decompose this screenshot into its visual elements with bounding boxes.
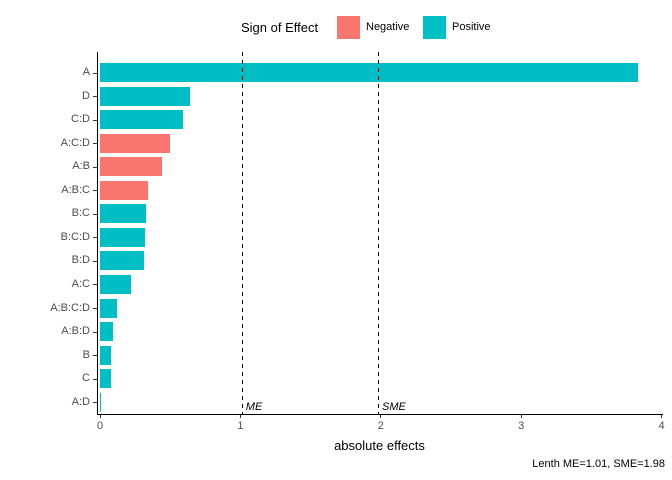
y-axis-label-C:D: C:D <box>71 113 90 126</box>
bar-B <box>100 345 112 365</box>
y-axis-label-A: A <box>82 66 90 78</box>
x-tick-0 <box>99 415 101 418</box>
legend-swatch-positive <box>423 16 446 39</box>
y-tick-A:C <box>93 284 97 286</box>
y-tick-A:B:C <box>93 190 97 192</box>
y-tick-A:C:D <box>93 143 97 145</box>
plot-panel <box>97 52 663 415</box>
reference-line-sme <box>377 52 379 414</box>
bar-C <box>100 369 112 389</box>
bar-A:D <box>100 392 102 412</box>
x-tick-label-0: 0 <box>96 420 104 432</box>
x-tick-3 <box>520 415 522 418</box>
y-axis-label-B:C: B:C <box>71 207 90 220</box>
legend-swatch-negative <box>337 16 360 39</box>
y-axis-label-B: B <box>82 348 90 361</box>
bar-A:B:D <box>100 322 113 342</box>
legend-title: Sign of Effect <box>241 20 319 35</box>
y-axis-label-A:C:D: A:C:D <box>60 136 90 149</box>
y-tick-A <box>93 72 97 74</box>
caption: Lenth ME=1.01, SME=1.98 <box>532 458 665 470</box>
y-axis-label-A:B:C: A:B:C <box>61 183 90 196</box>
x-axis-title: absolute effects <box>334 438 425 453</box>
y-axis-label-A:B:C:D: A:B:C:D <box>50 301 90 314</box>
y-tick-B:C:D <box>93 237 97 239</box>
x-tick-label-4: 4 <box>658 420 665 432</box>
bar-A:C:D <box>100 133 171 153</box>
y-tick-A:B <box>93 166 97 168</box>
y-axis-label-C: C <box>82 372 90 385</box>
legend-label-negative: Negative <box>366 21 410 33</box>
y-axis-label-A:D: A:D <box>71 395 90 408</box>
bar-B:D <box>100 251 144 271</box>
reference-label-sme: SME <box>381 401 406 413</box>
x-tick-label-2: 2 <box>377 420 384 432</box>
reference-label-me: ME <box>245 401 263 413</box>
y-tick-A:D <box>93 402 97 404</box>
y-tick-B:D <box>93 260 97 262</box>
bar-D <box>100 86 190 106</box>
y-tick-A:B:C:D <box>93 308 97 309</box>
bar-C:D <box>100 110 183 130</box>
y-axis-label-A:B: A:B <box>72 160 90 173</box>
reference-line-me <box>241 52 243 414</box>
bar-A:B:C:D <box>100 298 117 318</box>
y-tick-B:C <box>93 213 97 215</box>
y-tick-D <box>93 96 97 98</box>
x-tick-1 <box>239 415 241 418</box>
y-axis-label-D: D <box>82 89 90 102</box>
y-axis-label-A:B:D: A:B:D <box>61 325 90 338</box>
y-tick-A:B:D <box>93 331 97 333</box>
bar-A:B:C <box>100 180 148 200</box>
bar-A:C <box>100 274 131 294</box>
bar-A <box>100 63 638 82</box>
y-axis-label-B:D: B:D <box>71 254 90 267</box>
y-axis-label-A:C: A:C <box>71 277 90 290</box>
y-tick-C:D <box>93 119 97 121</box>
bar-A:B <box>100 157 162 177</box>
y-tick-B <box>93 355 97 357</box>
x-tick-4 <box>661 415 663 418</box>
y-tick-C <box>93 378 97 380</box>
x-tick-2 <box>380 415 382 418</box>
x-tick-label-3: 3 <box>518 420 525 432</box>
legend: Sign of Effect Negative Positive <box>0 16 672 39</box>
x-tick-label-1: 1 <box>237 420 244 432</box>
legend-label-positive: Positive <box>452 21 491 33</box>
bar-B:C <box>100 204 147 224</box>
bar-B:C:D <box>100 227 145 247</box>
y-axis-label-B:C:D: B:C:D <box>60 230 90 243</box>
